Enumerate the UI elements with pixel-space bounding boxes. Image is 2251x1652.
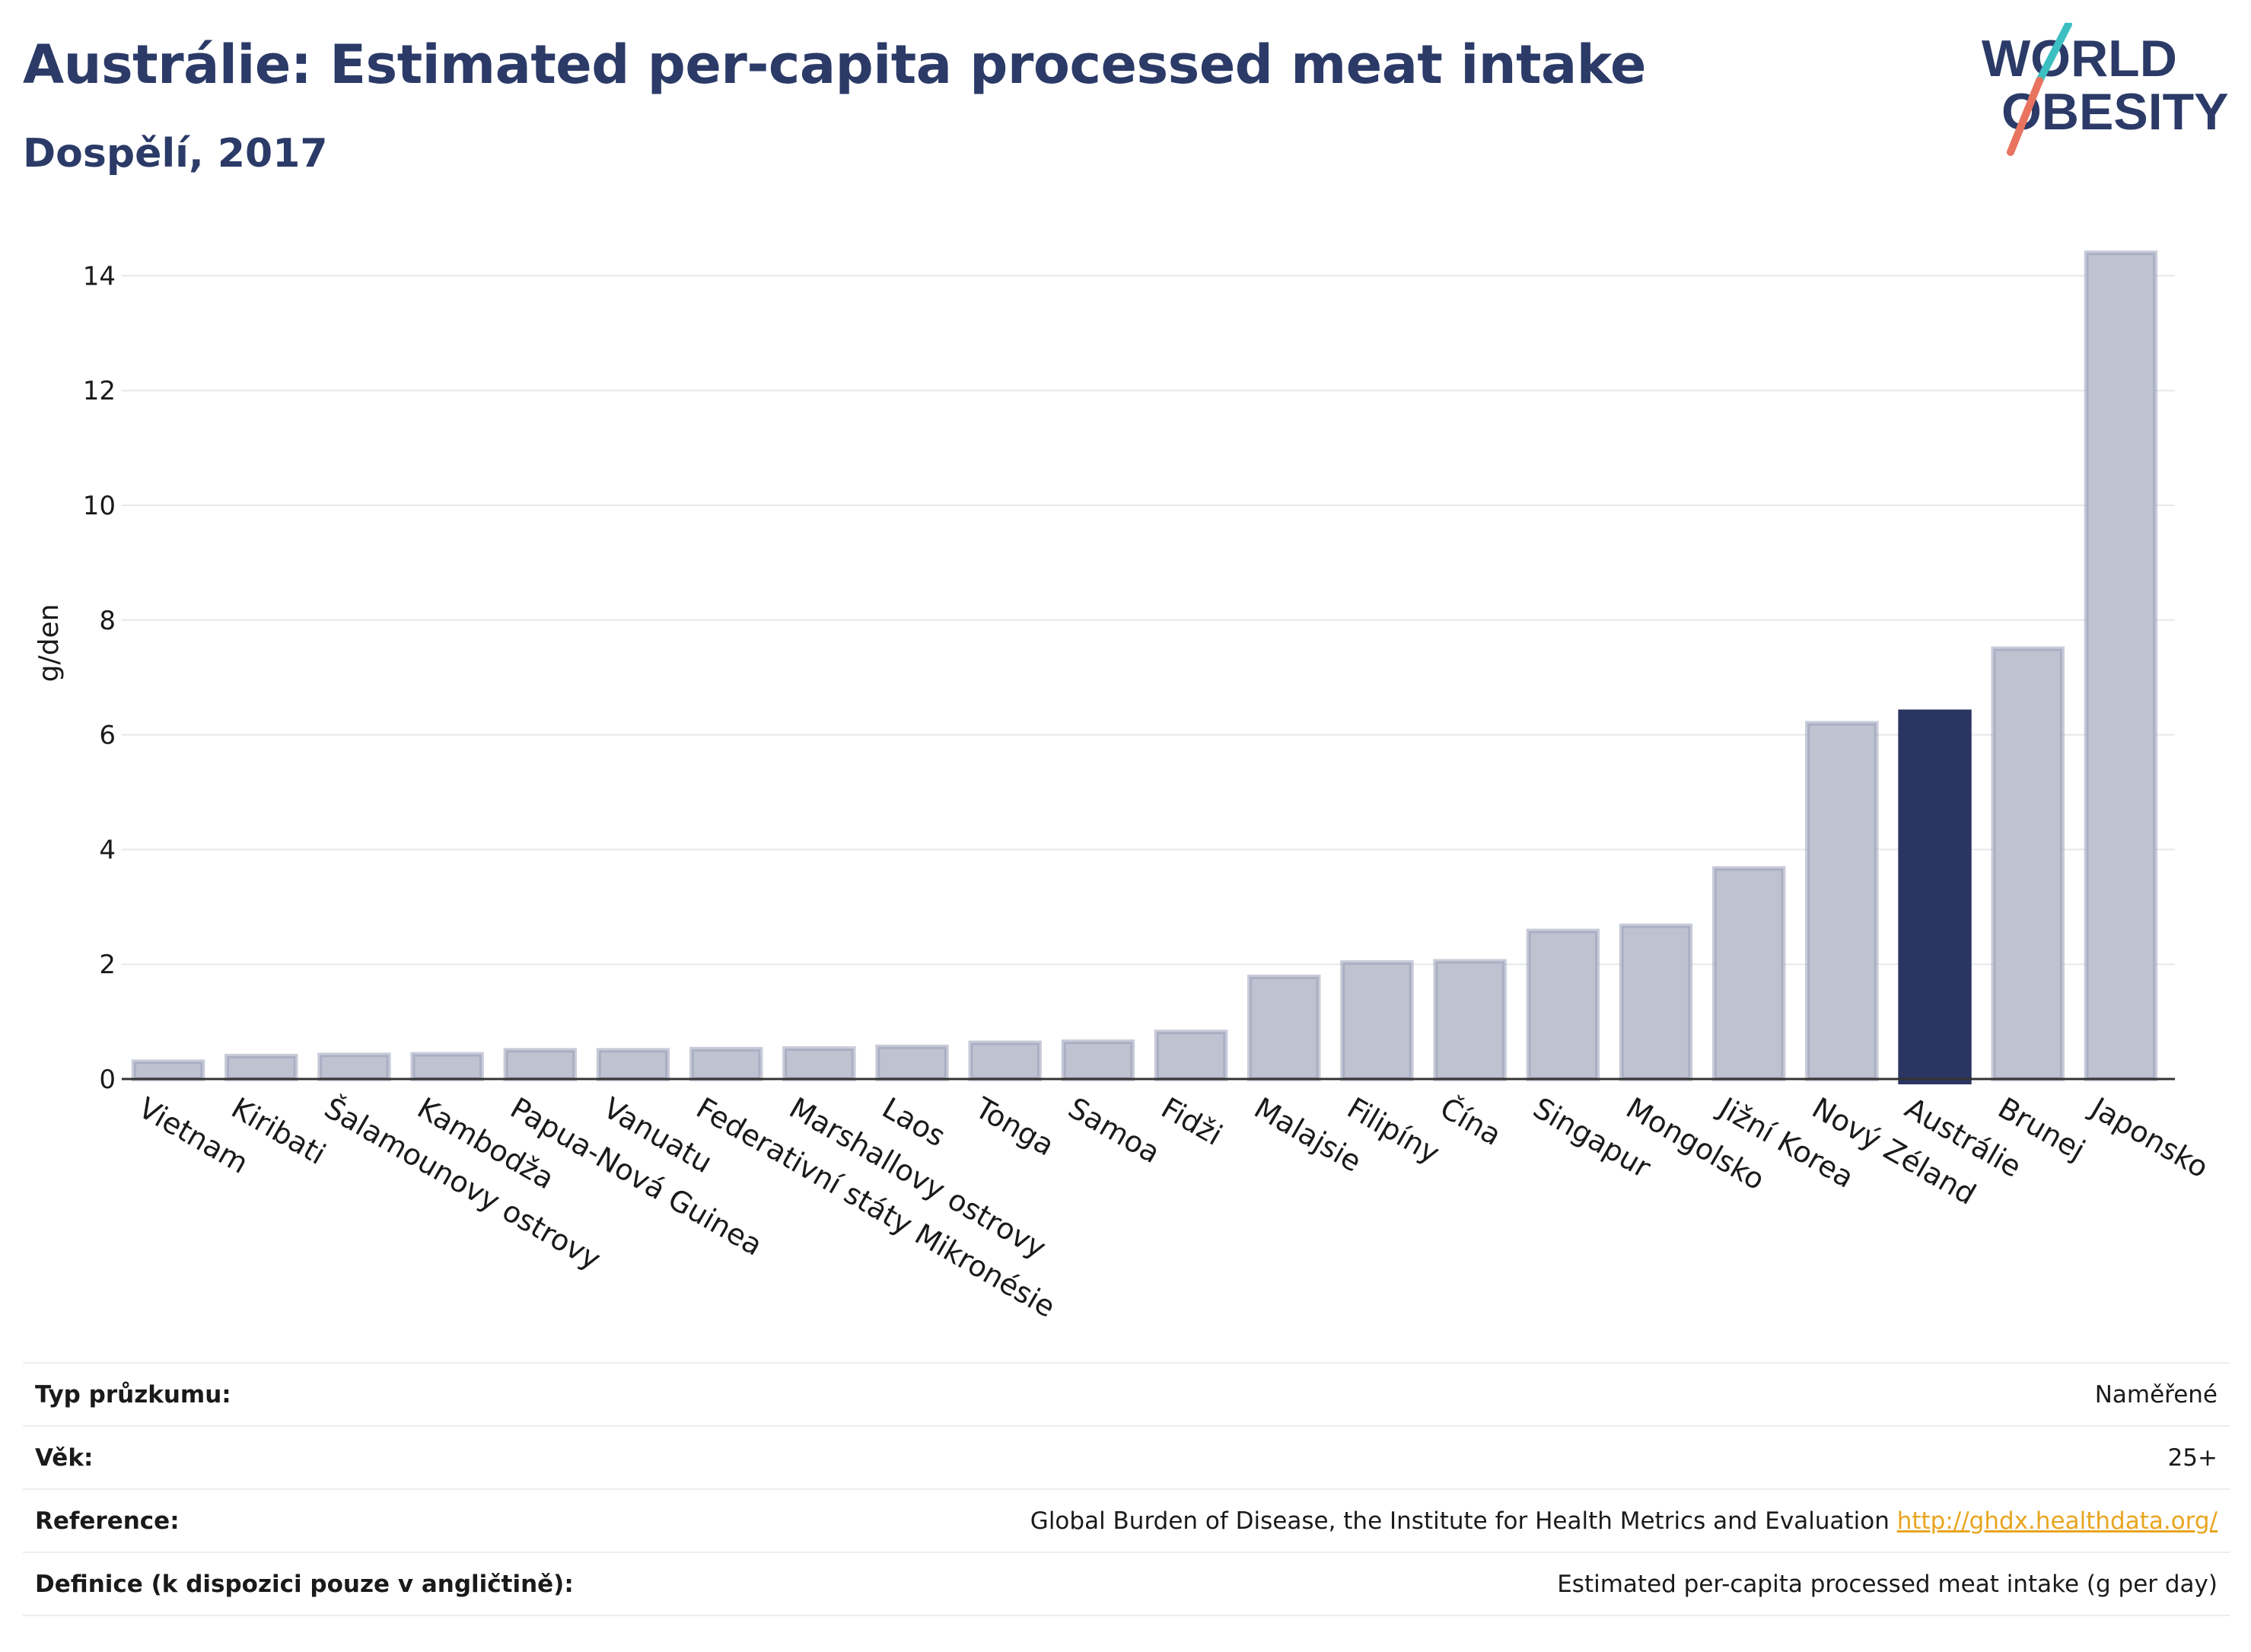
bar-series [131, 250, 2158, 1084]
bar-Federativní státy Mikronésie[interactable] [689, 1046, 763, 1081]
info-value: Global Burden of Disease, the Institute … [723, 1489, 2230, 1552]
bar-Mongolsko[interactable] [1619, 923, 1693, 1081]
info-value-text: 25+ [2167, 1444, 2218, 1472]
bar-Čína[interactable] [1433, 959, 1507, 1082]
y-tick-label: 6 [99, 721, 116, 751]
logo-slash-coral [2007, 77, 2043, 156]
info-value: Estimated per-capita processed meat inta… [723, 1552, 2230, 1615]
chart-subtitle: Dospělí, 2017 [23, 131, 328, 177]
bar-Šalamounovy ostrovy[interactable] [317, 1052, 391, 1082]
bar-Singapur[interactable] [1526, 928, 1600, 1082]
bar-Vanuatu[interactable] [596, 1048, 670, 1082]
bar-Samoa[interactable] [1061, 1039, 1135, 1081]
y-tick-label: 12 [83, 376, 116, 406]
y-tick-label: 2 [99, 950, 116, 980]
bar-Fidži[interactable] [1154, 1030, 1228, 1081]
x-tick-label: Fidži [1156, 1091, 1228, 1152]
x-tick-label: Samoa [1062, 1091, 1165, 1170]
bar-Laos[interactable] [875, 1044, 949, 1081]
info-value: 25+ [723, 1426, 2230, 1489]
info-label: Typ průzkumu: [35, 1380, 231, 1408]
bar-Kambodža[interactable] [410, 1052, 484, 1082]
bar-Marshallovy ostrovy[interactable] [782, 1046, 856, 1081]
info-value-text: Global Burden of Disease, the Institute … [1030, 1507, 1890, 1535]
info-value-text: Naměřené [2094, 1380, 2218, 1408]
chart-title: Austrálie: Estimated per-capita processe… [23, 33, 1646, 96]
info-table: Typ průzkumu: Naměřené Věk: 25+ Reference: Gl… [23, 1362, 2230, 1616]
info-row: Reference: Global Burden of Disease, the … [23, 1489, 2230, 1552]
y-tick-label: 8 [99, 606, 116, 636]
bar-Brunej[interactable] [1991, 646, 2065, 1081]
bar-Filipíny[interactable] [1340, 960, 1414, 1081]
y-axis-label: g/den [33, 604, 65, 683]
y-tick-label: 4 [99, 835, 116, 865]
info-row: Věk: 25+ [23, 1426, 2230, 1489]
info-value-text: Estimated per-capita processed meat inta… [1557, 1570, 2218, 1598]
y-tick-label: 0 [99, 1065, 116, 1095]
info-label: Definice (k dispozici pouze v angličtině… [35, 1570, 574, 1598]
y-tick-label: 14 [83, 261, 116, 291]
bar-Papua-Nová Guinea[interactable] [503, 1048, 578, 1082]
reference-link[interactable]: http://ghdx.healthdata.org/ [1896, 1507, 2218, 1535]
bar-Malajsie[interactable] [1247, 974, 1321, 1081]
info-row: Typ průzkumu: Naměřené [23, 1363, 2230, 1426]
x-tick-label: Japonsko [2084, 1090, 2214, 1185]
bar-Japonsko[interactable] [2084, 250, 2158, 1081]
bar-Jižní Korea[interactable] [1711, 866, 1786, 1081]
info-value: Naměřené [723, 1363, 2230, 1426]
x-tick-label: Tonga [969, 1090, 1059, 1162]
bar-Kiribati[interactable] [224, 1053, 298, 1081]
info-label: Věk: [35, 1444, 94, 1472]
bar-Vietnam[interactable] [131, 1059, 205, 1082]
logo-line1: WORLD [1982, 30, 2177, 88]
bar-Austrálie[interactable] [1898, 709, 1972, 1084]
y-tick-label: 10 [83, 491, 116, 521]
logo-slash-teal [2036, 23, 2072, 84]
x-tick-label: Čína [1434, 1091, 1507, 1152]
world-obesity-logo: WORLD OBESITY [1982, 23, 2229, 156]
logo-line2: OBESITY [2001, 83, 2229, 141]
bar-Tonga[interactable] [968, 1040, 1042, 1082]
info-row: Definice (k dispozici pouze v angličtině… [23, 1552, 2230, 1615]
x-tick-label: Malajsie [1249, 1091, 1367, 1179]
bar-Nový Zéland[interactable] [1805, 721, 1879, 1082]
info-label: Reference: [35, 1507, 180, 1535]
